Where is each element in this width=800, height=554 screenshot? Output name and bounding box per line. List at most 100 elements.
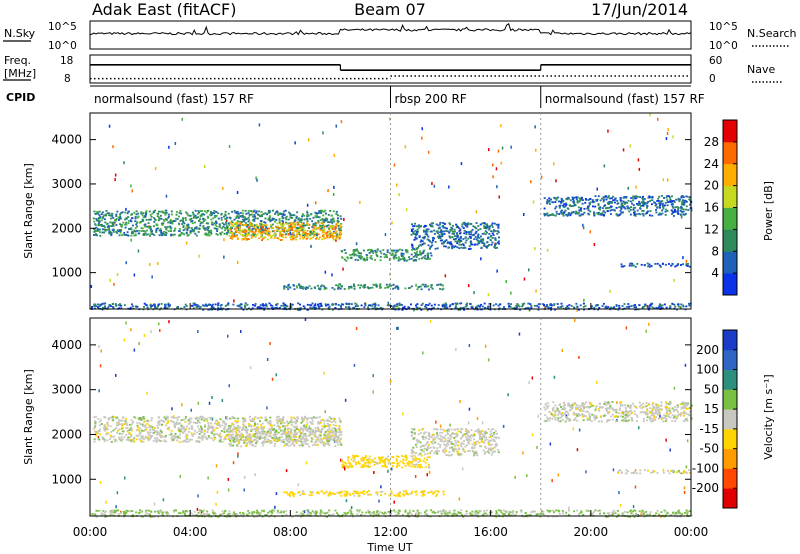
echo-cell [114,416,117,418]
scatter-cell [228,384,230,388]
scatter-cell [422,351,424,355]
echo-cell [481,305,484,308]
echo-cell [333,220,336,223]
scatter-cell [531,376,534,380]
echo-cell [102,302,105,305]
echo-cell [573,307,576,310]
echo-cell [187,223,190,226]
y-tick-label: 3000 [51,177,82,191]
echo-cell [465,304,468,307]
echo-cell [634,213,636,216]
echo-cell [136,422,139,424]
echo-cell [157,433,160,435]
echo-cell [140,419,143,421]
scatter-cell [303,510,306,514]
echo-cell [180,307,183,310]
echo-cell [146,233,148,236]
echo-cell [300,285,303,288]
echo-cell [154,437,156,440]
echo-cell [243,234,246,237]
echo-cell [492,230,495,233]
echo-cell [245,230,247,233]
echo-cell [165,417,168,420]
echo-cell [478,237,481,239]
echo-cell [424,254,427,257]
echo-cell [159,429,162,431]
echo-cell [283,230,286,233]
echo-cell [336,214,339,217]
echo-cell [627,207,630,210]
echo-cell [165,228,168,231]
scatter-cell [305,461,308,465]
echo-cell [421,257,423,260]
scatter-cell [480,257,482,261]
echo-cell [294,422,297,424]
echo-cell [332,431,335,434]
echo-cell [198,211,201,214]
echo-cell [630,264,633,267]
scatter-cell [612,468,615,472]
scatter-cell [488,358,490,362]
scatter-cell [389,379,392,383]
echo-cell [241,439,244,442]
scatter-cell [372,390,374,394]
echo-cell [283,422,286,424]
echo-cell [430,225,432,228]
scatter-cell [112,145,114,149]
scatter-cell [649,113,651,117]
echo-cell [149,438,151,440]
echo-cell [170,416,173,419]
echo-cell [570,305,573,307]
echo-cell [670,264,673,267]
echo-cell [388,283,391,286]
echo-cell [147,222,150,224]
echo-cell [338,237,341,240]
scatter-cell [576,448,579,452]
echo-cell [207,422,210,424]
echo-cell [573,202,575,204]
echo-cell [336,222,339,225]
echo-cell [436,230,439,233]
echo-cell [101,438,104,440]
echo-cell [630,206,633,208]
echo-cell [121,419,123,422]
echo-cell [228,235,231,237]
scatter-cell [429,319,432,323]
echo-cell [280,223,282,225]
echo-cell [260,221,263,224]
echo-cell [619,198,622,201]
echo-cell [289,440,292,443]
echo-cell [406,259,409,262]
echo-cell [276,425,279,427]
echo-cell [109,434,112,437]
echo-cell [659,203,662,206]
echo-cell [278,220,281,222]
echo-cell [106,421,109,424]
echo-cell [138,417,141,419]
echo-cell [160,231,163,234]
echo-cell [613,306,615,309]
echo-cell [244,210,247,212]
colorbar-swatch [723,141,737,165]
echo-cell [306,421,309,424]
echo-cell [430,222,433,225]
echo-cell [323,425,326,428]
echo-cell [227,231,230,234]
echo-cell [470,243,473,246]
scatter-cell [228,145,231,148]
scatter-cell [523,213,525,216]
echo-cell [483,232,486,235]
scatter-cell [487,293,490,297]
echo-cell [238,226,241,228]
echo-cell [322,222,325,225]
echo-cell [420,304,423,307]
echo-cell [318,287,321,290]
echo-cell [340,443,343,446]
echo-cell [646,202,649,205]
echo-cell [178,416,181,418]
echo-cell [320,212,323,214]
echo-cell [186,234,189,237]
echo-cell [385,283,388,286]
echo-cell [456,225,459,227]
echo-cell [93,416,96,418]
